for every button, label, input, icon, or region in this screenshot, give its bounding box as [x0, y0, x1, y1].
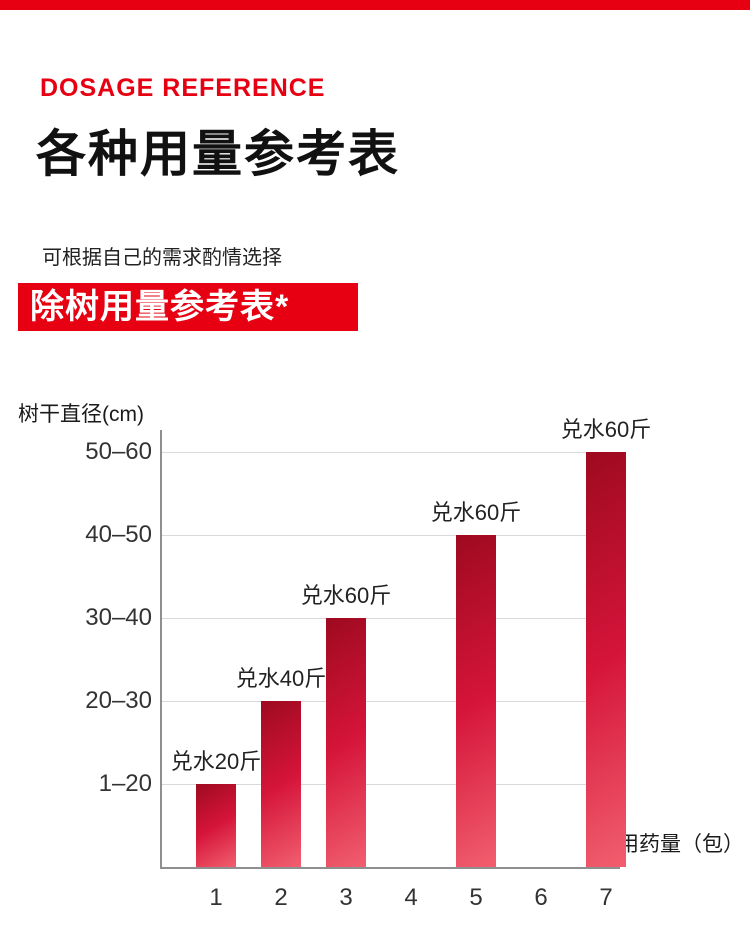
bar — [586, 452, 626, 867]
bar — [196, 784, 236, 867]
gridline — [160, 452, 612, 453]
top-accent-bar — [0, 0, 750, 10]
x-tick-label: 1 — [209, 884, 223, 911]
gridline — [160, 701, 612, 702]
bar — [456, 535, 496, 867]
x-tick-label: 3 — [339, 884, 353, 911]
y-tick-label: 20–30 — [85, 687, 152, 714]
gridline — [160, 535, 612, 536]
eyebrow-text: DOSAGE REFERENCE — [40, 74, 326, 102]
gridline — [160, 784, 612, 785]
page-subtitle: 可根据自己的需求酌情选择 — [42, 247, 282, 269]
y-axis-title: 树干直径(cm) — [18, 403, 144, 426]
x-axis — [160, 867, 620, 869]
bar-annotation: 兑水60斤 — [300, 583, 392, 608]
y-tick-label: 1–20 — [98, 770, 152, 797]
page-title: 各种用量参考表 — [36, 126, 400, 182]
x-tick-label: 2 — [274, 884, 288, 911]
gridline — [160, 618, 612, 619]
bar-annotation: 兑水20斤 — [170, 749, 262, 774]
bar — [326, 618, 366, 867]
section-banner: 除树用量参考表* — [18, 283, 358, 331]
dosage-bar-chart: 树干直径(cm) 用药量（包） 1–20 20–30 30–40 40–50 50–60… — [0, 392, 750, 948]
x-tick-label: 7 — [599, 884, 613, 911]
y-axis — [160, 430, 162, 869]
x-tick-label: 6 — [534, 884, 548, 911]
x-axis-title: 用药量（包） — [618, 833, 744, 856]
x-tick-label: 5 — [469, 884, 483, 911]
bar-annotation: 兑水60斤 — [560, 417, 652, 442]
x-tick-label: 4 — [404, 884, 418, 911]
y-tick-label: 30–40 — [85, 604, 152, 631]
y-tick-label: 40–50 — [85, 521, 152, 548]
y-tick-label: 50–60 — [85, 438, 152, 465]
bar — [261, 701, 301, 867]
bar-annotation: 兑水40斤 — [235, 666, 327, 691]
bar-annotation: 兑水60斤 — [430, 500, 522, 525]
